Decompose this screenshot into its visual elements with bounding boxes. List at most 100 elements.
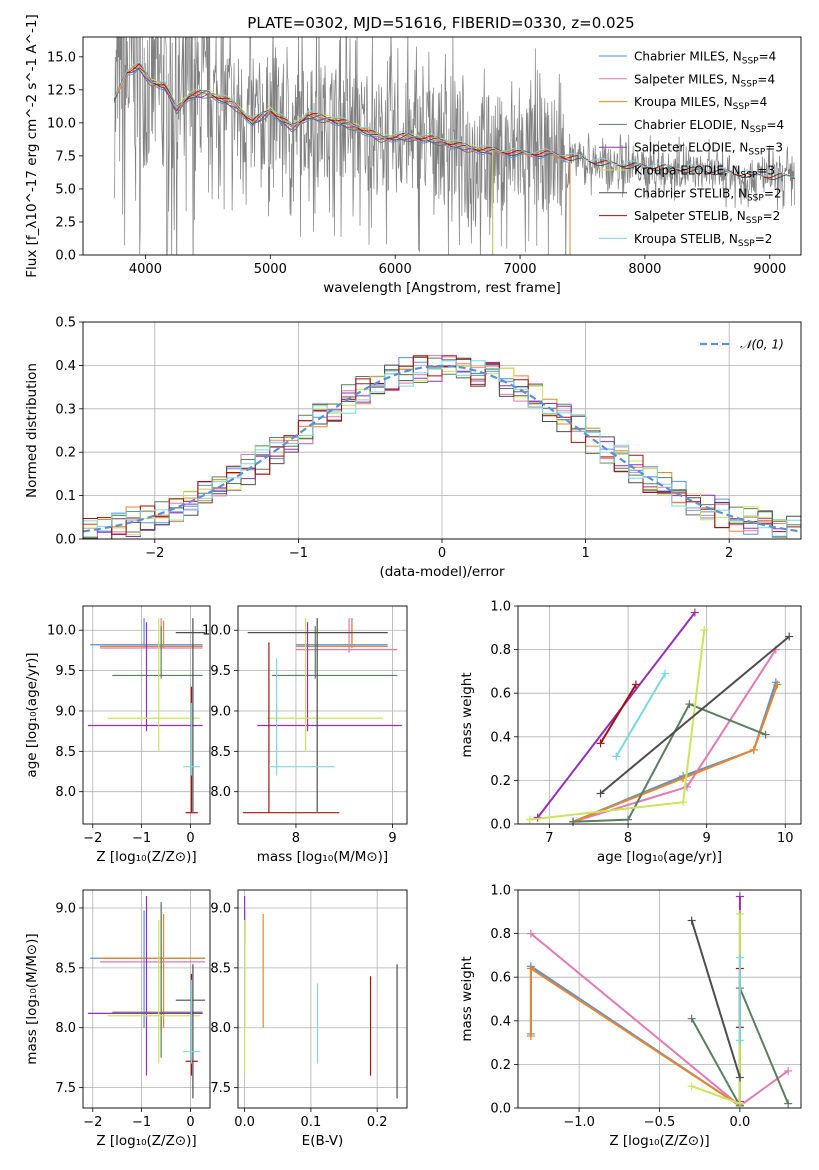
x-tick-label: 10 bbox=[777, 831, 794, 846]
model-spectrum-kroupa-stelib bbox=[113, 60, 795, 178]
x-tick-label: 9000 bbox=[753, 262, 786, 277]
x-tick-label: −2 bbox=[83, 1115, 102, 1130]
x-tick-label: 0.2 bbox=[367, 1115, 388, 1130]
y-tick-label: 8.5 bbox=[210, 745, 231, 760]
point-marker bbox=[679, 798, 688, 807]
point-marker bbox=[735, 1073, 744, 1082]
point-marker bbox=[526, 964, 535, 973]
point-marker bbox=[612, 752, 621, 761]
y-tick-label: 15.0 bbox=[47, 50, 76, 65]
point-marker bbox=[785, 632, 794, 641]
x-tick-label: 4000 bbox=[129, 262, 162, 277]
point-marker bbox=[596, 789, 605, 798]
series-salpeter-stelib bbox=[599, 683, 637, 744]
mass-vs-ebv-panel: 0.0 0.1 0.2 7.5 8.0 8.5 9.0 E(B-V) bbox=[210, 889, 408, 1149]
y-tick-label: 0.3 bbox=[55, 402, 76, 417]
y-tick-label: 2.5 bbox=[55, 215, 76, 230]
legend-entry: Salpeter ELODIE, NSSP=3 bbox=[634, 141, 783, 158]
x-tick-label: 2 bbox=[725, 546, 733, 561]
y-axis-label: Normed distribution bbox=[24, 363, 40, 498]
residuals-legend: 𝒩(0, 1) bbox=[700, 338, 784, 352]
x-tick-label: −2 bbox=[83, 831, 102, 846]
series-chabrier-miles bbox=[572, 681, 777, 823]
x-tick-label: 0 bbox=[186, 1115, 194, 1130]
y-tick-label: 0.6 bbox=[490, 971, 511, 986]
y-tick-label: 10.0 bbox=[47, 116, 76, 131]
series-salpeter-miles bbox=[572, 649, 777, 823]
x-tick-label: −1.0 bbox=[563, 1115, 595, 1130]
series-chabrier-stelib bbox=[599, 635, 790, 795]
y-tick-label: 0.2 bbox=[55, 446, 76, 461]
legend-entry: Kroupa MILES, NSSP=4 bbox=[634, 95, 767, 112]
y-axis-label: mass weight bbox=[459, 672, 475, 757]
x-tick-label: 8000 bbox=[628, 262, 661, 277]
point-marker bbox=[526, 929, 535, 938]
axes-frame bbox=[82, 889, 211, 1109]
point-marker bbox=[784, 1066, 793, 1075]
point-marker bbox=[735, 1036, 744, 1045]
series-salpeter-elodie bbox=[536, 611, 696, 819]
x-tick-label: 0.1 bbox=[301, 1115, 322, 1130]
x-tick-label: 9 bbox=[703, 831, 711, 846]
y-tick-label: 0.1 bbox=[55, 489, 76, 504]
spectrum-legend: Chabrier MILES, NSSP=4 Salpeter MILES, NS… bbox=[599, 50, 784, 249]
y-tick-label: 1.0 bbox=[490, 884, 511, 899]
point-marker bbox=[525, 815, 534, 824]
x-tick-label: −1 bbox=[132, 831, 151, 846]
series-chabrier-elodie bbox=[572, 702, 766, 823]
y-tick-label: 0.2 bbox=[490, 774, 511, 789]
x-tick-label: 0.0 bbox=[730, 1115, 751, 1130]
spectrum-panel: 4000 5000 6000 7000 8000 9000 0.0 2.5 5.0 7.5 10.0… bbox=[24, 14, 802, 296]
point-marker bbox=[687, 1014, 696, 1023]
point-marker bbox=[687, 916, 696, 925]
legend-entry: Kroupa ELODIE, NSSP=3 bbox=[634, 164, 775, 181]
legend-entry: 𝒩(0, 1) bbox=[740, 338, 784, 352]
point-marker bbox=[624, 815, 633, 824]
point-marker bbox=[661, 669, 670, 678]
y-tick-label: 9.0 bbox=[55, 901, 76, 916]
point-marker bbox=[784, 1099, 793, 1108]
y-tick-label: 0.6 bbox=[490, 687, 511, 702]
point-marker bbox=[761, 730, 770, 739]
y-tick-label: 0.4 bbox=[490, 730, 511, 745]
axes-frame bbox=[237, 889, 408, 1109]
y-tick-label: 10.0 bbox=[47, 624, 76, 639]
y-tick-label: 8.5 bbox=[55, 961, 76, 976]
x-tick-label: 0.0 bbox=[234, 1115, 255, 1130]
y-tick-label: 7.5 bbox=[210, 1081, 231, 1096]
y-tick-label: 8.0 bbox=[210, 785, 231, 800]
legend-entry: Chabrier STELIB, NSSP=2 bbox=[634, 186, 782, 203]
legend-entry: Chabrier ELODIE, NSSP=4 bbox=[634, 118, 784, 135]
model-spectrum-chabrier-stelib bbox=[113, 67, 796, 181]
y-tick-label: 8.0 bbox=[55, 785, 76, 800]
y-tick-label: 7.5 bbox=[55, 149, 76, 164]
legend-entry: Chabrier MILES, NSSP=4 bbox=[634, 50, 776, 67]
histogram-salpeter-stelib bbox=[83, 355, 801, 539]
model-spectrum-salpeter-stelib bbox=[113, 63, 795, 180]
axes-frame bbox=[517, 889, 802, 1109]
x-tick-label: −0.5 bbox=[644, 1115, 676, 1130]
y-axis-label: mass [log₁₀(M/M⊙)] bbox=[24, 933, 40, 1064]
mass-weight-vs-z-panel: −1.0 −0.5 0.0 0.0 0.2 0.4 0.6 0.8 1.0 Z [log₁₀(Z/… bbox=[459, 884, 802, 1149]
residuals-panel: −2 −1 0 1 2 0.0 0.1 0.2 0.3 0.4 0.5 (data-model)/er… bbox=[24, 316, 802, 580]
y-tick-label: 10.0 bbox=[202, 624, 231, 639]
x-tick-label: 1 bbox=[581, 546, 589, 561]
axes-frame bbox=[237, 605, 408, 825]
x-tick-label: 5000 bbox=[254, 262, 287, 277]
panels: 4000 5000 6000 7000 8000 90000.02.55.07.510.0… bbox=[24, 14, 802, 1149]
point-marker bbox=[749, 745, 758, 754]
point-marker bbox=[773, 680, 782, 689]
x-axis-label: E(B-V) bbox=[302, 1133, 344, 1149]
series-kroupa-stelib bbox=[615, 673, 666, 757]
y-tick-label: 8.0 bbox=[55, 1021, 76, 1036]
y-tick-label: 0.0 bbox=[490, 818, 511, 833]
y-tick-label: 0.4 bbox=[490, 1014, 511, 1029]
x-tick-label: 0 bbox=[438, 546, 446, 561]
point-marker bbox=[771, 678, 780, 687]
x-tick-label: −1 bbox=[132, 1115, 151, 1130]
y-axis-label: mass weight bbox=[459, 956, 475, 1041]
x-axis-label: Z [log₁₀(Z/Z⊙)] bbox=[96, 1133, 196, 1149]
x-axis-label: age [log₁₀(age/yr)] bbox=[597, 849, 722, 865]
y-tick-label: 7.5 bbox=[55, 1081, 76, 1096]
histogram-kroupa-stelib bbox=[83, 360, 801, 537]
